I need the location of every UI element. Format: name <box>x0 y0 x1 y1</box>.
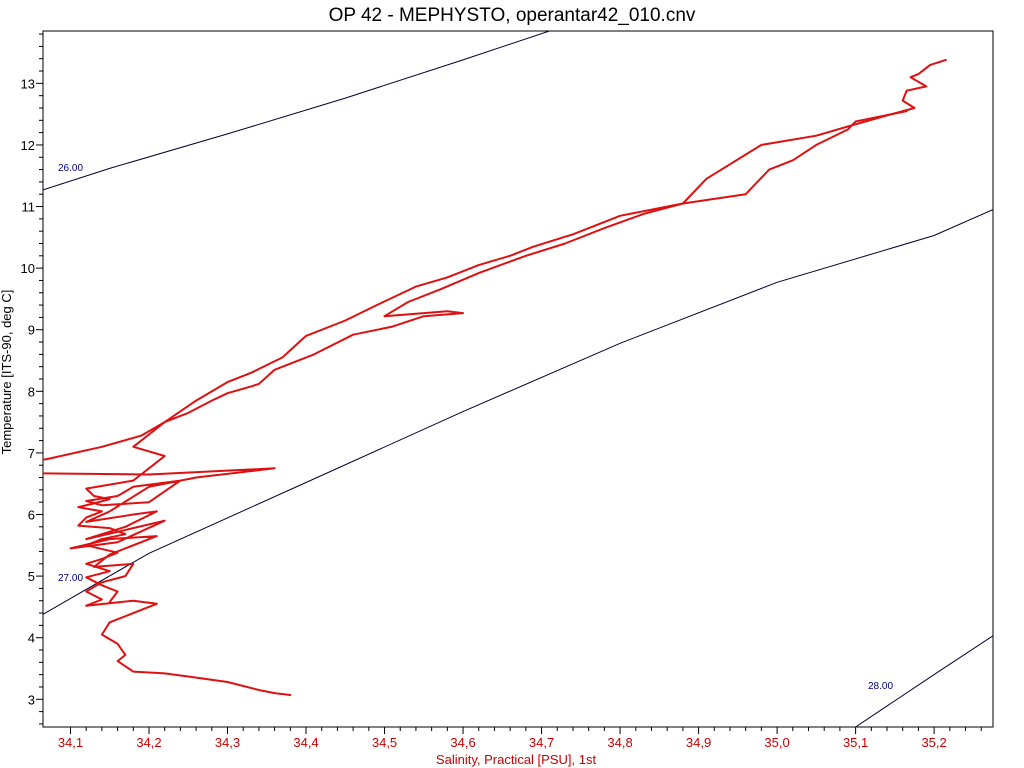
x-tick-label: 34,1 <box>58 735 83 750</box>
isopycnal-label-layer: 26.00 27.00 28.00 <box>58 163 893 692</box>
series-layer <box>43 58 947 696</box>
isopycnal-label: 28.00 <box>868 681 893 692</box>
x-tick-label: 35,1 <box>843 735 868 750</box>
x-tick-label: 34,8 <box>607 735 632 750</box>
y-axis: 3 4 5 6 7 8 9 10 11 12 13 <box>21 33 43 725</box>
x-tick-label: 35,0 <box>764 735 789 750</box>
y-tick-label: 13 <box>21 76 35 91</box>
y-axis-label: Temperature [ITS-90, deg C] <box>0 290 14 455</box>
isopycnal-layer <box>43 31 993 727</box>
y-tick-label: 8 <box>28 384 35 399</box>
y-tick-label: 12 <box>21 138 35 153</box>
y-tick-label: 6 <box>28 508 35 523</box>
series-line <box>77 110 908 603</box>
y-tick-label: 10 <box>21 261 35 276</box>
isopycnal-line <box>43 31 550 191</box>
x-tick-label: 35,2 <box>921 735 946 750</box>
plot-area <box>42 30 994 728</box>
isopycnal-line <box>43 209 993 615</box>
series-line <box>43 58 947 696</box>
isopycnal-line <box>855 635 993 727</box>
x-tick-label: 34,7 <box>529 735 554 750</box>
y-tick-label: 5 <box>28 569 35 584</box>
x-tick-label: 34,3 <box>215 735 240 750</box>
y-tick-label: 7 <box>28 446 35 461</box>
y-tick-label: 4 <box>28 631 35 646</box>
x-tick-label: 34,6 <box>450 735 475 750</box>
x-tick-label: 34,9 <box>686 735 711 750</box>
x-axis-label: Salinity, Practical [PSU], 1st <box>436 752 597 767</box>
y-tick-label: 11 <box>22 200 36 215</box>
isopycnal-label: 26.00 <box>58 163 83 174</box>
x-tick-label: 34,4 <box>293 735 318 750</box>
y-tick-label: 9 <box>28 323 35 338</box>
y-tick-label: 3 <box>28 692 35 707</box>
x-tick-label: 34,2 <box>136 735 161 750</box>
chart-title: OP 42 - MEPHYSTO, operantar42_010.cnv <box>329 5 696 26</box>
isopycnal-label: 27.00 <box>58 573 83 584</box>
x-axis: 34,1 34,2 34,3 34,4 34,5 34,6 34,7 34,8 34,9 35,0… <box>58 727 982 750</box>
x-tick-label: 34,5 <box>372 735 397 750</box>
